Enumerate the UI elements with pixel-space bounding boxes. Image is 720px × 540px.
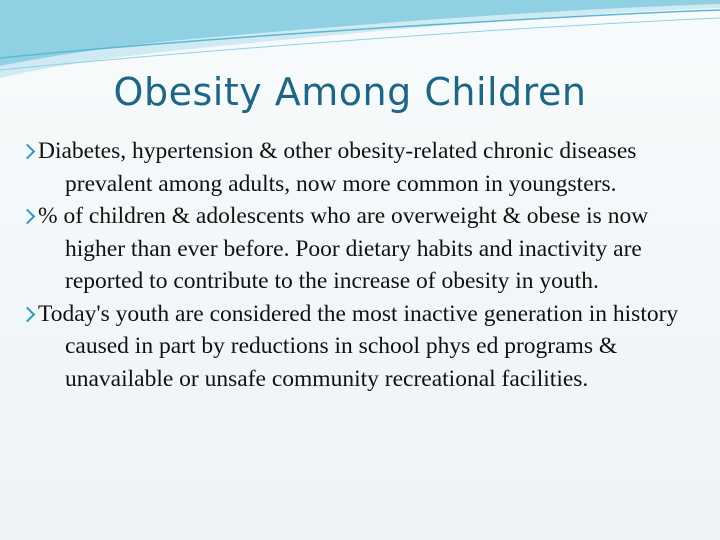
bullet: Diabetes, hypertension & other obesity-r…	[0, 135, 680, 200]
header-decoration	[0, 0, 720, 78]
slide-title: Obesity Among Children	[113, 70, 587, 114]
bullet: Today's youth are considered the most in…	[0, 298, 680, 396]
bullet: % of children & adolescents who are over…	[0, 200, 680, 298]
bullet-list: Diabetes, hypertension & other obesity-r…	[0, 135, 680, 395]
